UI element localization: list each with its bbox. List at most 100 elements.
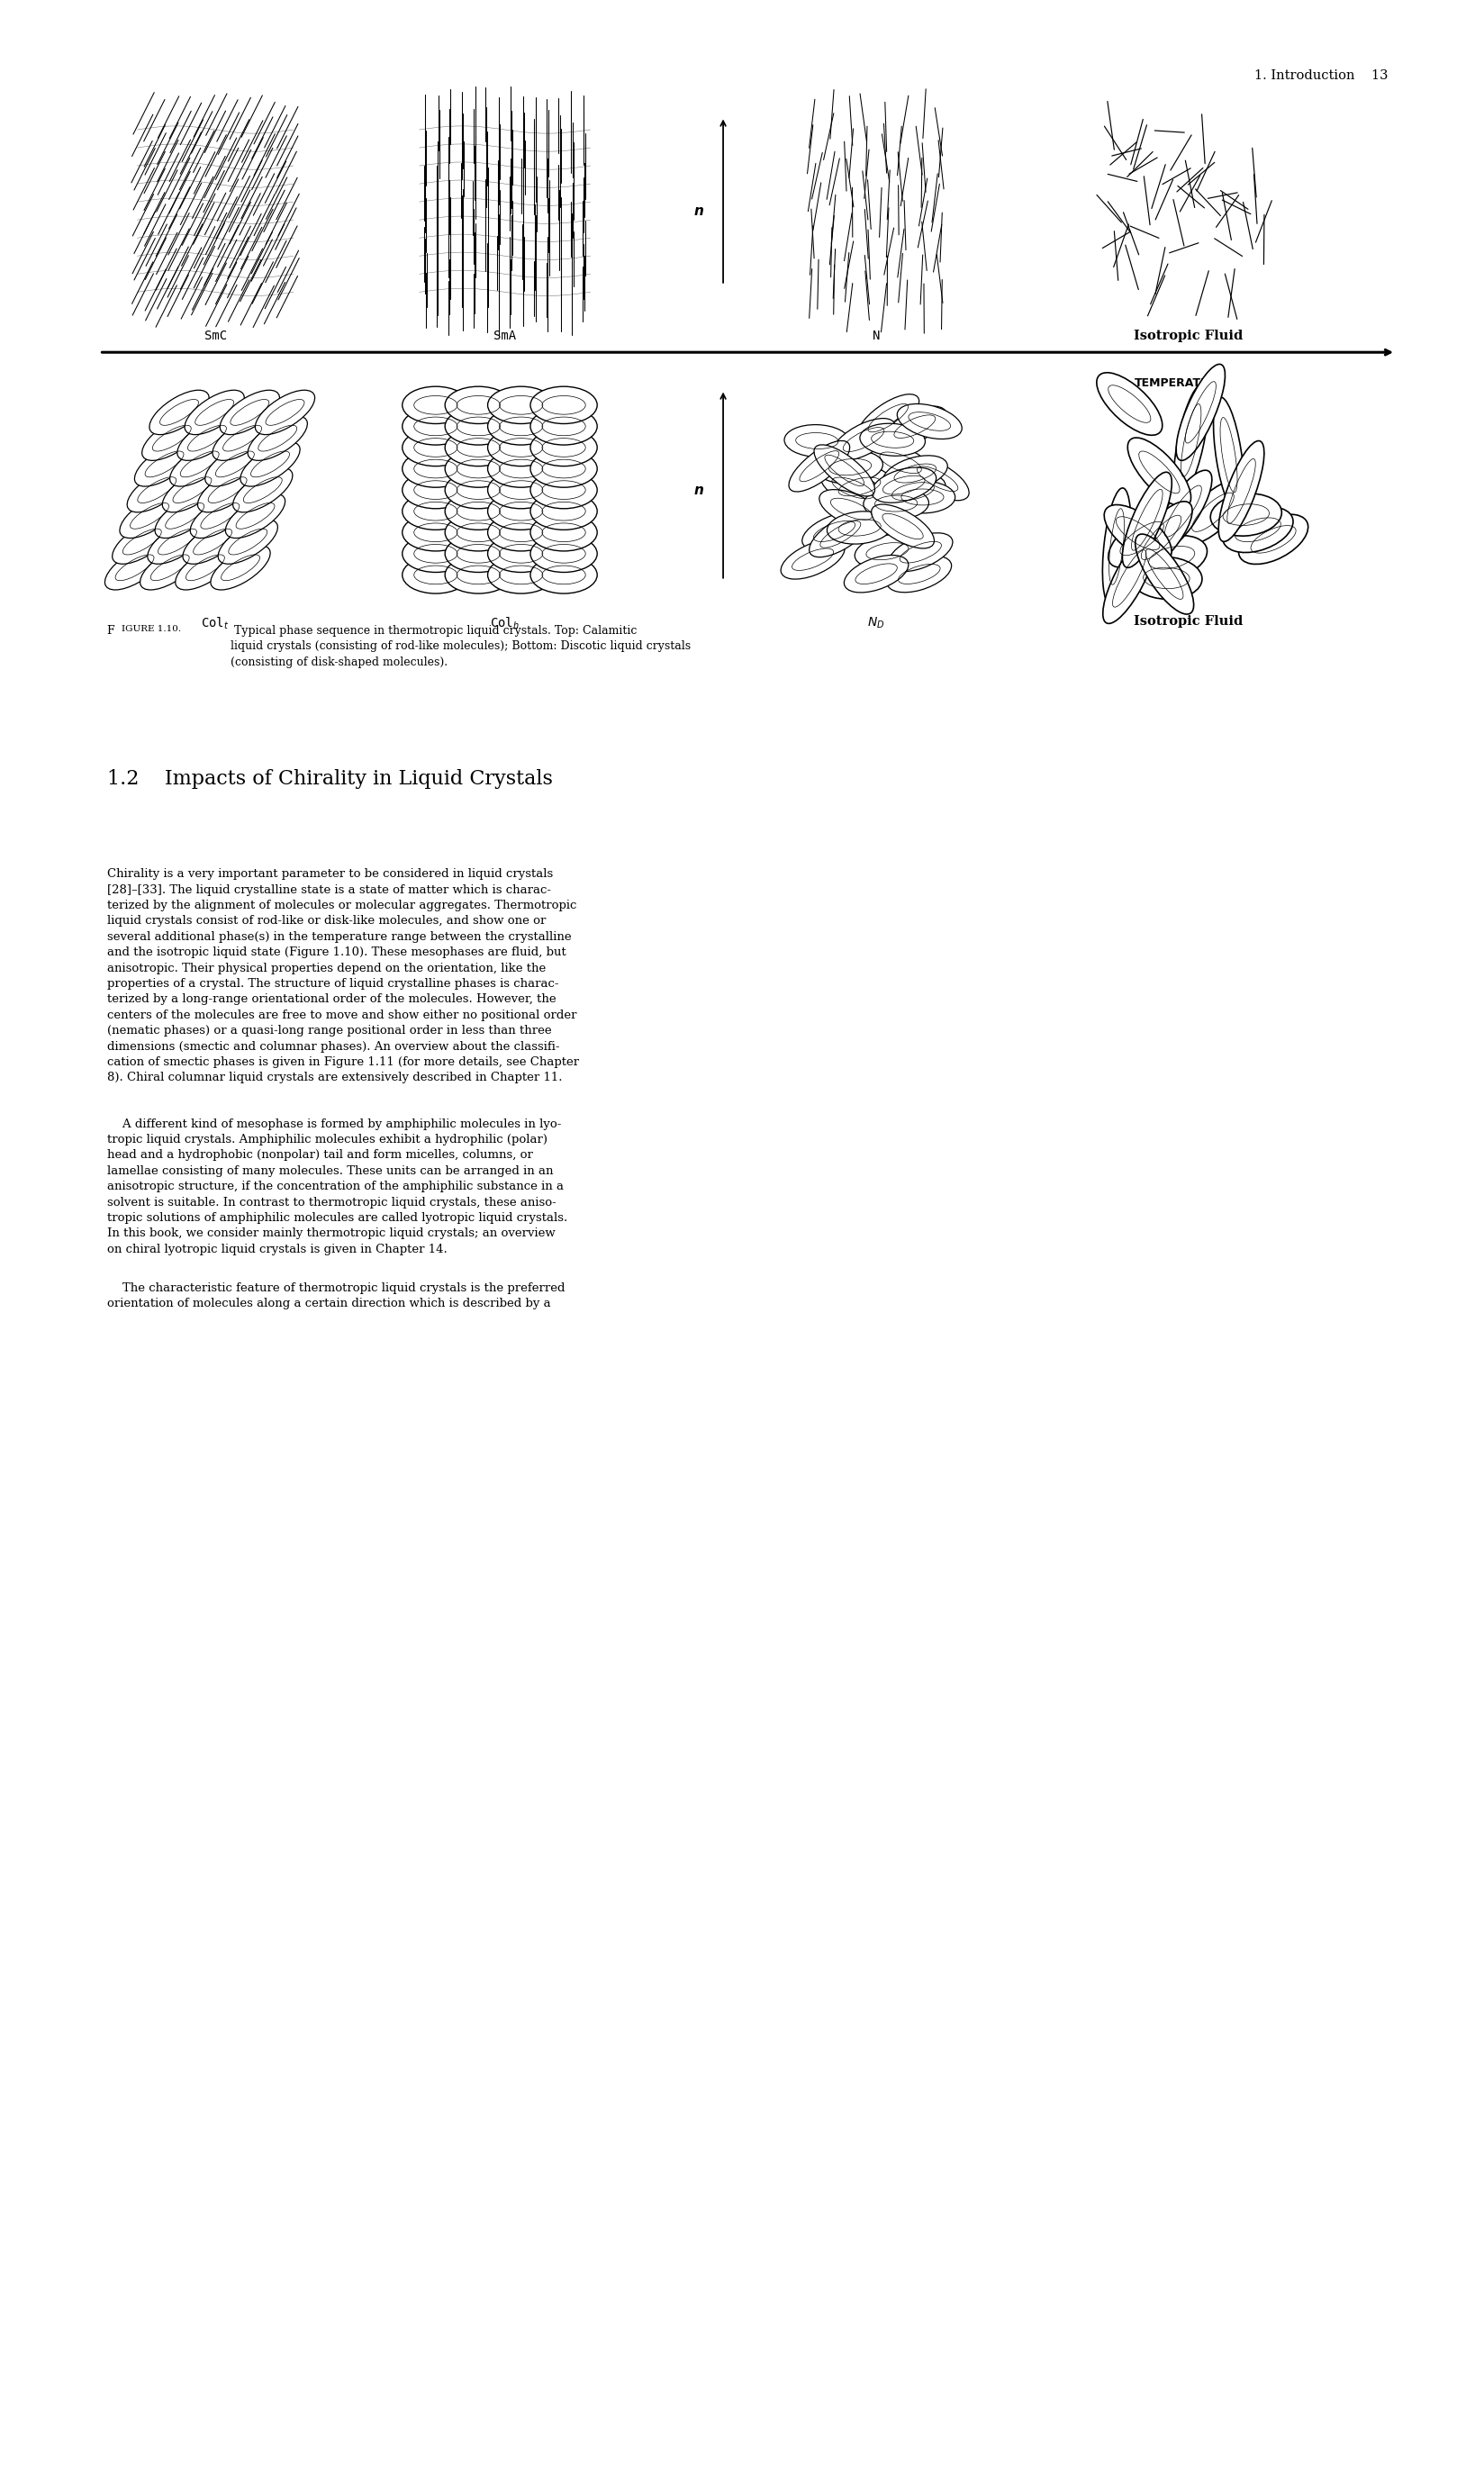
Ellipse shape <box>184 390 245 434</box>
Text: Col$_t$: Col$_t$ <box>202 615 229 630</box>
Ellipse shape <box>487 449 554 486</box>
Ellipse shape <box>220 390 279 434</box>
Ellipse shape <box>183 519 242 563</box>
Ellipse shape <box>1104 504 1171 561</box>
Ellipse shape <box>887 533 953 571</box>
Ellipse shape <box>402 449 469 486</box>
Ellipse shape <box>445 429 512 466</box>
Ellipse shape <box>1238 514 1307 563</box>
Ellipse shape <box>233 469 292 511</box>
Ellipse shape <box>218 519 278 563</box>
Ellipse shape <box>880 474 945 509</box>
Ellipse shape <box>1126 437 1190 506</box>
Ellipse shape <box>862 486 928 519</box>
Ellipse shape <box>487 494 554 531</box>
Ellipse shape <box>1107 509 1175 568</box>
Ellipse shape <box>487 387 554 424</box>
Ellipse shape <box>240 442 300 486</box>
Ellipse shape <box>819 489 883 528</box>
Ellipse shape <box>142 417 202 461</box>
Ellipse shape <box>896 404 962 439</box>
Ellipse shape <box>105 546 165 590</box>
Text: A different kind of mesophase is formed by amphiphilic molecules in lyo-
tropic : A different kind of mesophase is formed … <box>107 1119 567 1255</box>
Ellipse shape <box>530 449 597 486</box>
Ellipse shape <box>809 511 871 558</box>
Ellipse shape <box>445 387 512 424</box>
Ellipse shape <box>402 536 469 573</box>
Ellipse shape <box>530 407 597 444</box>
Text: n: n <box>693 203 703 218</box>
Ellipse shape <box>128 469 187 511</box>
Ellipse shape <box>445 471 512 509</box>
Ellipse shape <box>154 494 215 538</box>
Ellipse shape <box>1103 533 1155 623</box>
Ellipse shape <box>445 449 512 486</box>
Ellipse shape <box>226 494 285 538</box>
Ellipse shape <box>889 481 954 514</box>
Ellipse shape <box>197 469 257 511</box>
Text: $N_D$: $N_D$ <box>867 615 884 630</box>
Ellipse shape <box>843 556 908 593</box>
Ellipse shape <box>487 536 554 573</box>
Text: Col$_h$: Col$_h$ <box>490 615 519 630</box>
Ellipse shape <box>530 494 597 531</box>
Ellipse shape <box>402 494 469 531</box>
Ellipse shape <box>248 417 307 461</box>
Ellipse shape <box>113 519 172 563</box>
Text: The characteristic feature of thermotropic liquid crystals is the preferred
orie: The characteristic feature of thermotrop… <box>107 1283 564 1310</box>
Ellipse shape <box>445 556 512 593</box>
Ellipse shape <box>871 466 935 504</box>
Ellipse shape <box>530 536 597 573</box>
Ellipse shape <box>445 514 512 551</box>
Ellipse shape <box>801 511 865 551</box>
Ellipse shape <box>1153 471 1211 553</box>
Ellipse shape <box>487 471 554 509</box>
Ellipse shape <box>530 556 597 593</box>
Text: Typical phase sequence in thermotropic liquid crystals. Top: Calamitic
liquid cr: Typical phase sequence in thermotropic l… <box>230 625 690 667</box>
Ellipse shape <box>871 504 933 548</box>
Ellipse shape <box>813 444 874 496</box>
Ellipse shape <box>905 457 969 501</box>
Ellipse shape <box>402 471 469 509</box>
Text: 1. Introduction    13: 1. Introduction 13 <box>1254 69 1388 82</box>
Text: IGURE 1.10.: IGURE 1.10. <box>122 625 181 633</box>
Ellipse shape <box>1212 397 1244 514</box>
Ellipse shape <box>205 442 264 486</box>
Ellipse shape <box>487 429 554 466</box>
Text: TEMPERATURE: TEMPERATURE <box>1134 377 1226 390</box>
Ellipse shape <box>150 390 209 434</box>
Ellipse shape <box>1135 536 1206 581</box>
Ellipse shape <box>530 429 597 466</box>
Ellipse shape <box>445 494 512 531</box>
Ellipse shape <box>169 442 230 486</box>
Ellipse shape <box>177 417 237 461</box>
Ellipse shape <box>868 444 932 481</box>
Ellipse shape <box>530 387 597 424</box>
Ellipse shape <box>147 519 208 563</box>
Ellipse shape <box>831 419 895 461</box>
Ellipse shape <box>487 556 554 593</box>
Ellipse shape <box>1221 506 1293 553</box>
Ellipse shape <box>859 424 925 457</box>
Text: F: F <box>107 625 114 638</box>
Ellipse shape <box>886 556 951 593</box>
Ellipse shape <box>402 407 469 444</box>
Ellipse shape <box>212 417 272 461</box>
Ellipse shape <box>1131 556 1202 600</box>
Ellipse shape <box>402 387 469 424</box>
Ellipse shape <box>487 514 554 551</box>
Ellipse shape <box>211 546 270 590</box>
Ellipse shape <box>402 556 469 593</box>
Ellipse shape <box>162 469 223 511</box>
Ellipse shape <box>1180 479 1245 543</box>
Ellipse shape <box>883 407 945 447</box>
Ellipse shape <box>530 471 597 509</box>
Ellipse shape <box>530 514 597 551</box>
Text: N: N <box>871 330 880 342</box>
Ellipse shape <box>402 429 469 466</box>
Ellipse shape <box>855 533 919 568</box>
Ellipse shape <box>402 514 469 551</box>
Ellipse shape <box>784 424 849 457</box>
Text: Chirality is a very important parameter to be considered in liquid crystals
[28]: Chirality is a very important parameter … <box>107 868 579 1084</box>
Ellipse shape <box>1209 494 1281 536</box>
